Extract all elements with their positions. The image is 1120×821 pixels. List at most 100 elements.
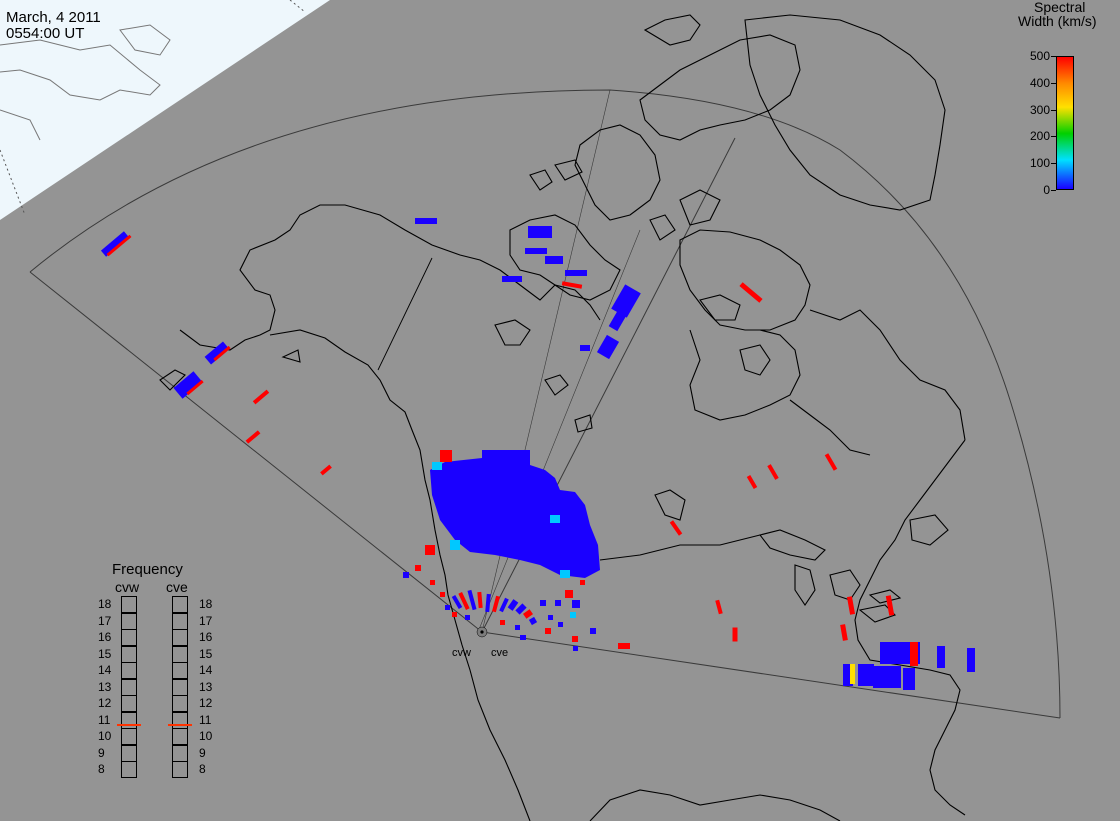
radar-label-east: cve	[491, 647, 509, 659]
scatter-cell	[937, 646, 945, 668]
frequency-cell-cve	[172, 695, 188, 712]
scatter-cell	[500, 620, 505, 625]
colorbar-tick-label: 300	[1029, 102, 1050, 117]
scatter-cell	[458, 591, 470, 611]
scatter-cell	[596, 334, 620, 360]
frequency-level-label: 16	[98, 630, 112, 644]
colorbar	[1056, 56, 1074, 190]
time-label: 0554:00 UT	[6, 25, 85, 42]
scatter-cell	[502, 276, 522, 282]
scatter-cell	[528, 226, 552, 238]
scatter-cell	[608, 308, 628, 332]
scatter-cell	[515, 603, 527, 615]
frequency-level-label: 17	[98, 613, 112, 628]
scatter-cell	[843, 664, 853, 686]
scatter-cell	[515, 625, 520, 630]
scatter-cell	[767, 464, 779, 480]
scatter-cell	[523, 609, 533, 619]
frequency-level-label: 12	[98, 696, 112, 710]
scatter-cell	[320, 464, 332, 476]
scatter-cell	[550, 515, 560, 523]
frequency-cell-cve	[172, 612, 188, 630]
frequency-level-label: 16	[199, 630, 213, 644]
frequency-level-label: 11	[199, 712, 212, 727]
date-label: March, 4 2011	[6, 9, 101, 26]
scatter-cell	[465, 615, 470, 620]
frequency-level-label: 9	[199, 745, 206, 760]
frequency-cell-cvw	[121, 761, 137, 778]
frequency-cell-cve	[172, 645, 188, 663]
scatter-cell	[858, 664, 874, 686]
frequency-level-label: 18	[98, 597, 112, 611]
colorbar-tick-mark	[1051, 56, 1056, 57]
scatter-cell	[430, 580, 435, 585]
scatter-cell	[499, 597, 509, 613]
scatter-cell	[580, 345, 590, 351]
frequency-cell-cvw	[121, 662, 137, 679]
frequency-cell-cve	[172, 728, 188, 745]
scatter-cell	[618, 643, 630, 649]
frequency-cell-cve	[172, 678, 188, 696]
colorbar-title-line1: Spectral	[1034, 0, 1086, 15]
scatter-cell	[560, 570, 570, 578]
frequency-cell-cvw	[121, 612, 137, 630]
frequency-cell-cvw	[121, 678, 137, 696]
frequency-level-label: 13	[199, 679, 213, 694]
frequency-cell-cvw	[121, 645, 137, 663]
scatter-cell	[715, 599, 723, 615]
colorbar-tick-label: 100	[1029, 156, 1050, 171]
frequency-cell-cve	[172, 744, 188, 762]
scatter-cell	[885, 595, 895, 616]
frequency-cell-cve	[172, 761, 188, 778]
frequency-level-label: 10	[98, 729, 112, 743]
frequency-cell-cvw	[121, 695, 137, 712]
scatter-cell	[846, 596, 856, 615]
scatter-cell	[850, 664, 855, 684]
frequency-cell-cvw	[121, 629, 137, 646]
scatter-cell	[611, 284, 641, 318]
scatter-cell	[452, 612, 457, 617]
scatter-cell	[545, 628, 551, 634]
colorbar-tick-mark	[1051, 82, 1056, 84]
frequency-level-label: 14	[199, 663, 213, 677]
frequency-level-label: 15	[98, 646, 112, 661]
scatter-cell	[565, 590, 573, 598]
radar-label-west: cvw	[452, 647, 471, 659]
scatter-cell	[415, 218, 437, 224]
scatter-cell	[732, 627, 738, 642]
scatter-cell	[204, 341, 230, 365]
scatter-cell	[485, 593, 491, 613]
scatter-cell	[440, 592, 445, 597]
frequency-radar-cve: cve	[166, 579, 188, 595]
scatter-cell	[545, 256, 563, 264]
scatter-cell	[186, 379, 204, 396]
frequency-level-label: 15	[199, 646, 213, 661]
frequency-level-label: 9	[98, 745, 105, 760]
frequency-radar-cvw: cvw	[115, 579, 140, 595]
scatter-cell	[910, 642, 918, 666]
colorbar-tick-label: 400	[1029, 75, 1050, 90]
scatter-cell	[572, 600, 580, 608]
scatter-cell	[669, 520, 683, 536]
scatter-cell	[100, 231, 130, 257]
scatter-cell	[440, 450, 452, 462]
scatter-cell	[525, 248, 547, 254]
scatter-cell	[213, 345, 231, 362]
frequency-cell-cvw	[121, 744, 137, 762]
scatter-cell	[245, 430, 261, 444]
colorbar-tick-label: 0	[1043, 183, 1050, 197]
scatter-cell	[425, 545, 435, 555]
scatter-cell	[555, 600, 561, 606]
scatter-cell	[967, 648, 975, 672]
scatter-cell	[565, 270, 587, 276]
scatter-cell	[739, 282, 763, 303]
scatter-cell	[746, 474, 758, 490]
scatter-cell	[824, 453, 838, 471]
colorbar-tick-label: 200	[1029, 129, 1050, 144]
frequency-selected-marker-cve	[168, 723, 192, 726]
scatter-cell	[590, 628, 596, 634]
frequency-level-label: 11	[98, 712, 111, 727]
scatter-cell	[570, 612, 576, 618]
frequency-level-label: 18	[199, 597, 213, 611]
